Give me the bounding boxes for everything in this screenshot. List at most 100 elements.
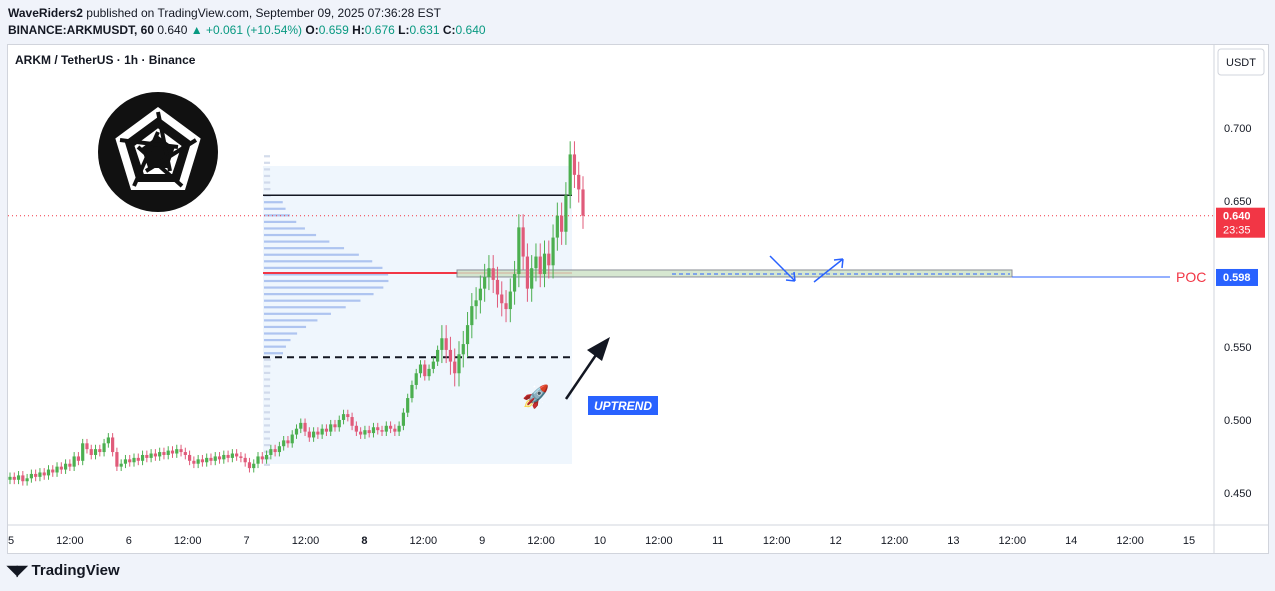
volume-profile-bar [264, 266, 383, 269]
candle-body [29, 473, 33, 479]
candle-body [243, 457, 247, 463]
footer-brand[interactable]: ◥◤ TradingView [7, 562, 120, 579]
volume-profile-area [263, 166, 572, 464]
candle-body [294, 428, 299, 435]
volume-profile-bar [264, 174, 271, 178]
volume-profile-bar [264, 293, 374, 296]
candle-body [474, 300, 478, 307]
candle-body [153, 453, 157, 457]
time-tick-label: 12:00 [999, 535, 1027, 547]
candle-body [230, 453, 234, 458]
last-price-tag: 0.640 23:35 [1216, 207, 1265, 238]
volume-profile-bar [264, 338, 291, 342]
candle-body [414, 373, 418, 385]
candle-body [140, 454, 145, 461]
chart-frame [7, 44, 1269, 554]
volume-profile-bar [264, 187, 271, 191]
candle-body [436, 349, 440, 362]
poc-price-tag: 0.598 [1216, 268, 1258, 286]
volume-profile-bar [264, 260, 373, 263]
candle-body [303, 422, 307, 432]
candle-body [312, 431, 316, 438]
up-arrow-drawing[interactable] [813, 258, 844, 283]
candle-body [59, 466, 63, 470]
candle-body [453, 361, 457, 374]
candle-body [25, 478, 29, 482]
publisher-line: WaveRiders2 published on TradingView.com… [8, 5, 486, 22]
volume-profile-bar [264, 312, 331, 315]
candle-body [393, 428, 397, 432]
low-value: 0.631 [409, 23, 440, 37]
candle-body [63, 463, 68, 470]
time-tick-label: 12:00 [763, 535, 791, 547]
candle-body [145, 454, 149, 458]
candlestick-series [8, 141, 585, 486]
time-tick-label: 12:00 [1116, 535, 1144, 547]
volume-profile-bar [264, 207, 286, 210]
candle-body [98, 449, 102, 453]
uptrend-label-box[interactable] [588, 396, 658, 415]
currency-unit-box[interactable] [1217, 48, 1265, 76]
time-tick-label: 15 [1183, 535, 1195, 547]
candle-body [427, 368, 431, 377]
candle-body [89, 449, 93, 455]
time-tick-label: 7 [244, 535, 250, 547]
candle-body [162, 452, 166, 455]
candle-body [247, 462, 252, 469]
price-tick-label: 0.500 [1224, 415, 1252, 427]
time-tick-label: 8 [361, 535, 367, 547]
candle-body [213, 456, 217, 461]
poc-zone-box[interactable] [456, 269, 1013, 278]
candle-body [324, 428, 329, 432]
candle-body [183, 452, 187, 455]
last-price-countdown: 23:35 [1223, 225, 1251, 237]
poc-price-tag-box [1216, 268, 1258, 286]
volume-profile-bar [264, 201, 283, 204]
candle-body [517, 227, 521, 275]
candle-body [260, 456, 264, 460]
candle-body [560, 215, 564, 232]
candle-body [239, 456, 243, 458]
candle-body [299, 422, 303, 429]
volume-profile-bar [264, 371, 271, 375]
poc-price-tag-value: 0.598 [1223, 272, 1251, 284]
candle-body [51, 469, 55, 473]
volume-profile-bar [264, 391, 271, 394]
candle-body [551, 237, 555, 266]
candle-body [337, 419, 341, 428]
candle-body [21, 475, 25, 482]
candle-body [12, 476, 16, 480]
candle-body [222, 454, 226, 460]
arkham-logo [98, 92, 218, 212]
candle-body [252, 463, 256, 469]
candle-body [119, 463, 123, 467]
candle-body [448, 349, 453, 362]
time-tick-label: 12:00 [292, 535, 320, 547]
down-arrow-drawing[interactable] [769, 255, 796, 282]
candle-body [76, 456, 81, 461]
time-tick-label: 12 [829, 535, 841, 547]
candle-body [226, 454, 230, 458]
price-tick-label: 0.700 [1224, 123, 1252, 135]
candle-body [359, 431, 363, 435]
volume-profile-bar [264, 424, 271, 427]
candle-body [333, 424, 337, 428]
candle-body [555, 215, 559, 238]
open-value: 0.659 [318, 23, 349, 37]
candle-body [440, 338, 444, 350]
uptrend-arrow-shaft[interactable] [564, 351, 600, 400]
volume-profile-bar [264, 161, 271, 164]
candle-body [534, 256, 538, 269]
price-change: +0.061 (+10.54%) [205, 23, 303, 37]
open-label: O: [305, 23, 319, 37]
volume-profile-bar [264, 463, 270, 466]
author-name[interactable]: WaveRiders2 [8, 6, 83, 20]
volume-profile-bar [264, 430, 271, 434]
candle-body [85, 443, 89, 450]
candle-body [235, 453, 239, 457]
candle-body [175, 449, 179, 454]
candle-body [42, 472, 46, 476]
price-tick-label: 0.650 [1224, 196, 1252, 208]
